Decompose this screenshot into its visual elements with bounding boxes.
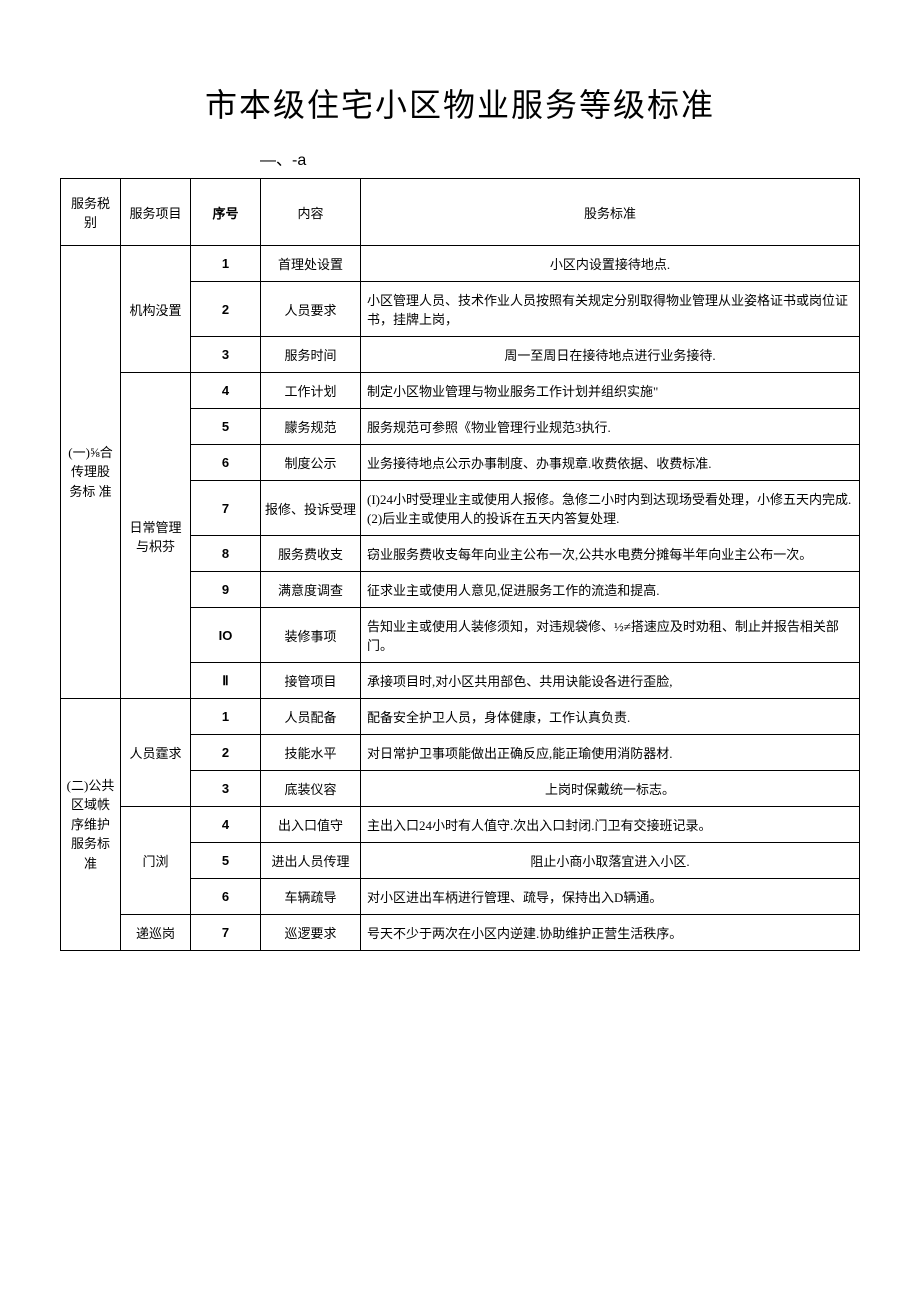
content-cell: 底装仪容 [261, 771, 361, 807]
seq-cell: IO [191, 608, 261, 663]
header-level: 服务税别 [61, 179, 121, 246]
standard-cell: 对小区进出车柄进行管理、疏导，保持出入D辆通。 [361, 879, 860, 915]
content-cell: 技能水平 [261, 735, 361, 771]
content-cell: 制度公示 [261, 445, 361, 481]
standard-cell: 小区管理人员、技术作业人员按照有关规定分别取得物业管理从业姿格证书或岗位证书，挂… [361, 282, 860, 337]
seq-cell: 9 [191, 572, 261, 608]
seq-cell: 6 [191, 879, 261, 915]
content-cell: 出入口值守 [261, 807, 361, 843]
seq-cell: 3 [191, 771, 261, 807]
project-cell: 递巡岗 [121, 915, 191, 951]
standard-cell: 周一至周日在接待地点进行业务接待. [361, 337, 860, 373]
level-cell: (一)⅝合传理股务标 准 [61, 246, 121, 699]
content-cell: 服务时间 [261, 337, 361, 373]
content-cell: 人员要求 [261, 282, 361, 337]
seq-cell: 6 [191, 445, 261, 481]
table-row: 门浏 4 出入口值守 主出入口24小时有人值守.次出入口封闭.门卫有交接班记录。 [61, 807, 860, 843]
seq-cell: 5 [191, 843, 261, 879]
seq-cell: 1 [191, 246, 261, 282]
level-cell: (二)公共区域帙序维护服务标准 [61, 699, 121, 951]
standard-cell: 告知业主或使用人装修须知，对违规袋修、½≠搭速应及时劝租、制止并报告相关部门。 [361, 608, 860, 663]
content-cell: 巡逻要求 [261, 915, 361, 951]
table-row: 日常管理与枳芬 4 工作计划 制定小区物业管理与物业服务工作计划并组织实施" [61, 373, 860, 409]
content-cell: 报修、投诉受理 [261, 481, 361, 536]
standard-cell: 服务规范可参照《物业管理行业规范3执行. [361, 409, 860, 445]
standard-cell: 小区内设置接待地点. [361, 246, 860, 282]
content-cell: 工作计划 [261, 373, 361, 409]
header-standard: 股务标准 [361, 179, 860, 246]
content-cell: 进出人员传理 [261, 843, 361, 879]
seq-cell: 7 [191, 915, 261, 951]
content-cell: 首理处设置 [261, 246, 361, 282]
seq-cell: Ⅱ [191, 663, 261, 699]
standard-cell: 配备安全护卫人员，身体健康，工作认真负责. [361, 699, 860, 735]
standards-table: 服务税别 服务项目 序号 内容 股务标准 (一)⅝合传理股务标 准 机构没置 1… [60, 178, 860, 951]
seq-cell: 8 [191, 536, 261, 572]
seq-cell: 2 [191, 282, 261, 337]
header-project: 服务项目 [121, 179, 191, 246]
content-cell: 人员配备 [261, 699, 361, 735]
header-row: 服务税别 服务项目 序号 内容 股务标准 [61, 179, 860, 246]
seq-cell: 1 [191, 699, 261, 735]
seq-cell: 4 [191, 373, 261, 409]
seq-cell: 7 [191, 481, 261, 536]
table-row: (二)公共区域帙序维护服务标准 人员霆求 1 人员配备 配备安全护卫人员，身体健… [61, 699, 860, 735]
document-subtitle: —、-a [260, 146, 860, 170]
project-cell: 人员霆求 [121, 699, 191, 807]
document-title: 市本级住宅小区物业服务等级标准 [60, 80, 860, 126]
seq-cell: 3 [191, 337, 261, 373]
standard-cell: 承接项目时,对小区共用部色、共用诀能设各进行歪脸, [361, 663, 860, 699]
standard-cell: 制定小区物业管理与物业服务工作计划并组织实施" [361, 373, 860, 409]
seq-cell: 2 [191, 735, 261, 771]
table-row: 递巡岗 7 巡逻要求 号天不少于两次在小区内逆建.协助维护正营生活秩序。 [61, 915, 860, 951]
seq-cell: 4 [191, 807, 261, 843]
content-cell: 接管项目 [261, 663, 361, 699]
standard-cell: 征求业主或使用人意见,促进服务工作的流造和提高. [361, 572, 860, 608]
project-cell: 门浏 [121, 807, 191, 915]
project-cell: 日常管理与枳芬 [121, 373, 191, 699]
content-cell: 装修事项 [261, 608, 361, 663]
header-content: 内容 [261, 179, 361, 246]
header-seq: 序号 [191, 179, 261, 246]
standard-cell: (I)24小时受理业主或使用人报修。急修二小时内到达现场受看处理，小修五天内完成… [361, 481, 860, 536]
content-cell: 车辆疏导 [261, 879, 361, 915]
standard-cell: 号天不少于两次在小区内逆建.协助维护正营生活秩序。 [361, 915, 860, 951]
standard-cell: 窃业服务费收支每年向业主公布一次,公共水电费分摊每半年向业主公布一次。 [361, 536, 860, 572]
standard-cell: 主出入口24小时有人值守.次出入口封闭.门卫有交接班记录。 [361, 807, 860, 843]
standard-cell: 业务接待地点公示办事制度、办事规章.收费依据、收费标准. [361, 445, 860, 481]
project-cell: 机构没置 [121, 246, 191, 373]
seq-cell: 5 [191, 409, 261, 445]
standard-cell: 对日常护卫事项能做出正确反应,能正瑜使用消防器材. [361, 735, 860, 771]
standard-cell: 阻止小商小取落宜进入小区. [361, 843, 860, 879]
content-cell: 满意度调查 [261, 572, 361, 608]
standard-cell: 上岗时保戴统一标志。 [361, 771, 860, 807]
content-cell: 朦务规范 [261, 409, 361, 445]
table-row: (一)⅝合传理股务标 准 机构没置 1 首理处设置 小区内设置接待地点. [61, 246, 860, 282]
content-cell: 服务费收支 [261, 536, 361, 572]
